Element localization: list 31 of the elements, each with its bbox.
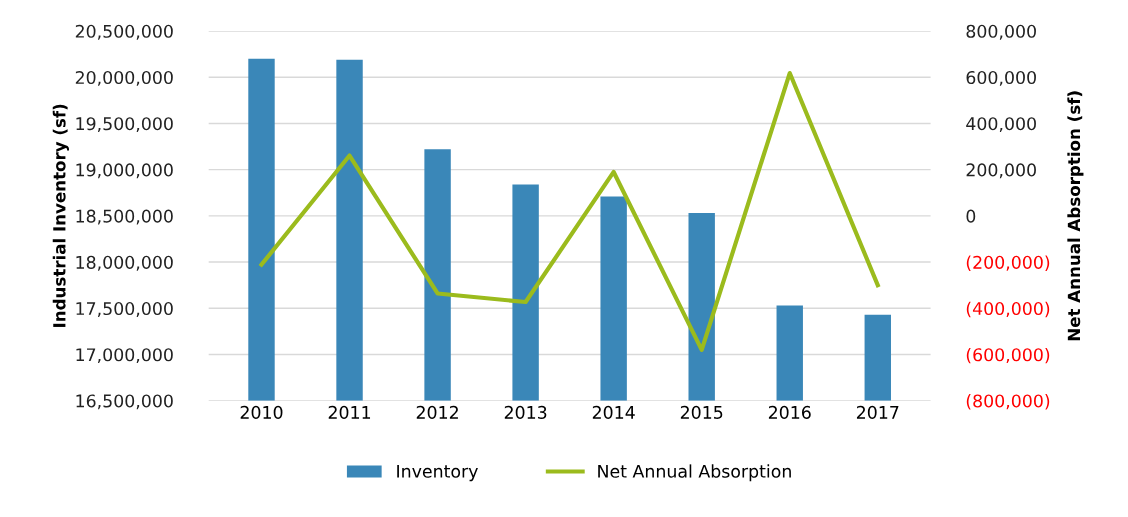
y-tick-label: 18,000,000 xyxy=(76,255,173,271)
y-tick-label: 16,500,000 xyxy=(76,394,173,410)
x-tick-label: 2013 xyxy=(504,405,547,419)
y-tick-label: 17,000,000 xyxy=(76,348,173,364)
y-tick-label: 17,500,000 xyxy=(76,301,173,317)
x-tick-label: 2012 xyxy=(416,405,458,419)
y2-tick-label: 800,000 xyxy=(966,24,1036,40)
y-axis-title: Industrial Inventory (sf) xyxy=(52,104,69,327)
y2-tick-label: 200,000 xyxy=(966,163,1036,179)
y2-tick-label: (200,000) xyxy=(966,255,1050,271)
legend-label: Inventory xyxy=(397,464,478,482)
y-tick-label: 20,000,000 xyxy=(75,70,173,86)
legend-label: Net Annual Absorption xyxy=(598,464,791,482)
x-tick-label: 2014 xyxy=(592,405,635,419)
y2-tick-label: (400,000) xyxy=(966,301,1050,318)
x-tick-label: 2016 xyxy=(768,405,811,419)
y2-tick-label: 600,000 xyxy=(966,70,1036,86)
y2-tick-label: (600,000) xyxy=(966,347,1050,364)
x-tick-label: 2017 xyxy=(856,405,899,419)
x-tick-label: 2010 xyxy=(240,405,283,419)
x-tick-label: 2011 xyxy=(328,405,371,419)
y-tick-label: 18,500,000 xyxy=(76,209,173,225)
y-tick-label: 19,000,000 xyxy=(76,163,173,179)
x-tick-label: 2015 xyxy=(680,405,723,419)
y2-tick-label: 400,000 xyxy=(966,117,1036,133)
y2-axis-title: Net Annual Absorption (sf) xyxy=(1067,91,1084,341)
line-series xyxy=(259,70,880,352)
y-tick-label: 20,500,000 xyxy=(75,24,173,40)
y2-tick-label: (800,000) xyxy=(966,394,1050,410)
y2-tick-label: 0 xyxy=(966,209,976,223)
y-tick-label: 19,500,000 xyxy=(76,117,173,133)
